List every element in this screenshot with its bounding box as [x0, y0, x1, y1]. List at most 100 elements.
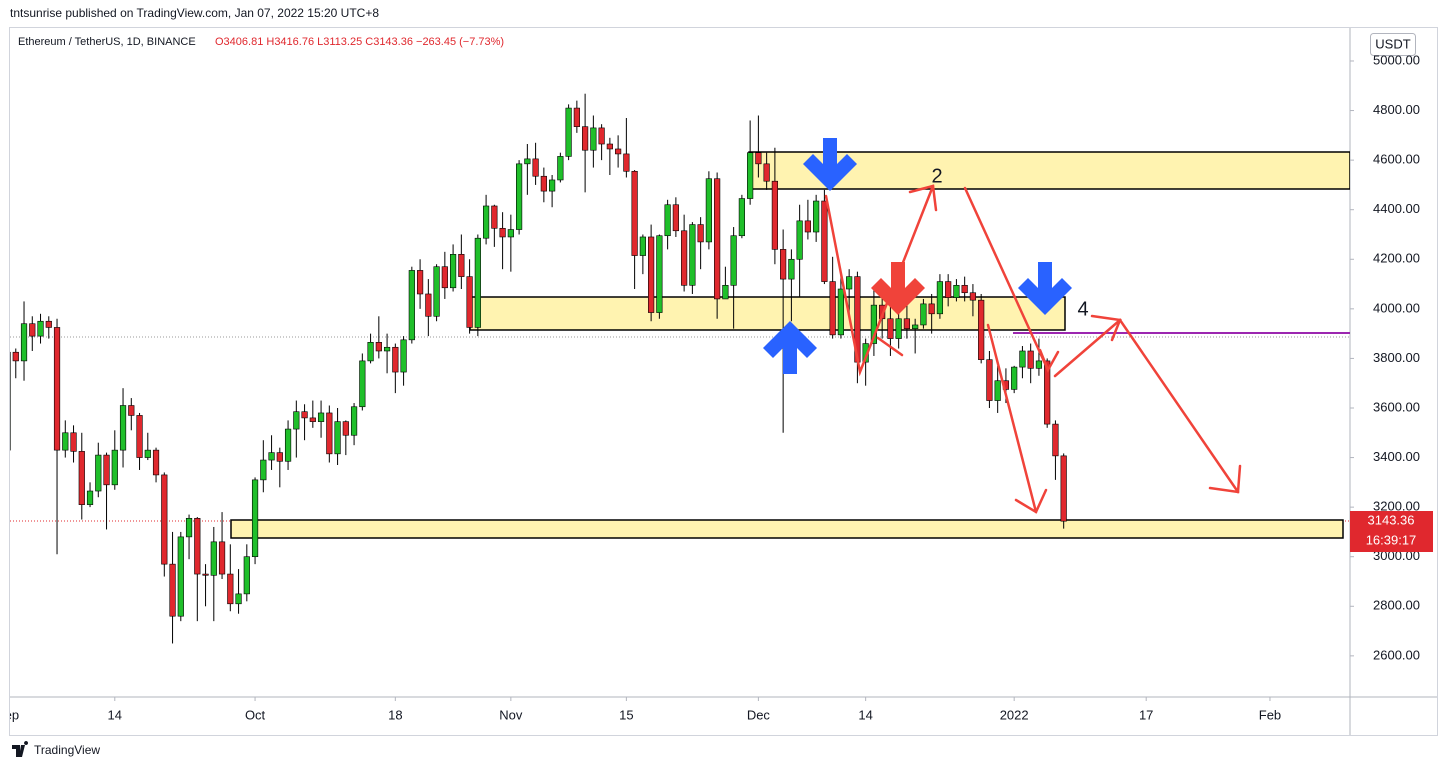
candle-body — [62, 432, 69, 451]
x-tick-label: Nov — [499, 707, 523, 722]
candle-body — [738, 198, 745, 237]
symbol-info: Ethereum / TetherUS, 1D, BINANCE — [18, 36, 196, 48]
x-tick-label: Dec — [747, 707, 771, 722]
candle-body — [573, 107, 580, 127]
plot-area: 2 4 — [10, 93, 1350, 644]
candles — [10, 93, 1067, 644]
path-arrow — [986, 323, 1038, 514]
candle-body — [623, 153, 630, 172]
y-tick-label: 2600.00 — [1373, 647, 1420, 662]
candle-body — [978, 299, 985, 360]
path-arrow — [1053, 318, 1240, 494]
candle-body — [350, 406, 358, 436]
candle-body — [342, 421, 349, 436]
candle-body — [796, 220, 803, 260]
candle-body — [177, 536, 184, 617]
candle-body — [771, 180, 778, 250]
candle-body — [383, 346, 391, 352]
candle-body — [986, 359, 993, 401]
candle-body — [449, 254, 457, 289]
candle-body — [846, 276, 853, 290]
footer-brand: TradingView — [34, 743, 100, 757]
y-tick-label: 3400.00 — [1373, 449, 1420, 464]
candle-body — [689, 224, 696, 286]
candle-body — [1027, 350, 1034, 369]
candle-body — [730, 235, 737, 286]
candle-body — [1044, 360, 1051, 425]
candle-body — [136, 415, 143, 458]
candle-body — [309, 417, 316, 422]
candle-body — [565, 107, 572, 157]
logo — [12, 741, 29, 757]
y-tick-label: 4200.00 — [1373, 251, 1420, 266]
candle-body — [491, 205, 498, 229]
y-tick-label: 2800.00 — [1373, 598, 1420, 613]
x-tick-label: Feb — [1259, 707, 1281, 722]
arrow-head — [1208, 464, 1242, 494]
candle-body — [870, 304, 878, 344]
candle-body — [53, 327, 61, 451]
candle-body — [499, 227, 506, 238]
candle-body — [20, 323, 28, 362]
candle-body — [648, 236, 655, 313]
candle-body — [235, 593, 242, 605]
candle-body — [722, 284, 729, 300]
candle-body — [95, 454, 102, 492]
candle-body — [433, 266, 440, 317]
x-tick-label: Oct — [245, 707, 266, 722]
candle-body — [466, 276, 473, 328]
candle-body — [111, 449, 118, 486]
y-tick-label: 5000.00 — [1373, 52, 1420, 67]
candle-body — [557, 156, 564, 181]
candle-body — [251, 479, 259, 558]
candle-body — [227, 573, 234, 605]
candle-body — [664, 204, 671, 237]
red-down-arrow — [871, 262, 925, 315]
candle-body — [144, 449, 151, 458]
candle-body — [994, 380, 1001, 401]
candle-body — [524, 158, 531, 165]
y-tick-label: 3600.00 — [1373, 399, 1420, 414]
candle-body — [301, 411, 308, 419]
arrow-head — [1090, 314, 1122, 342]
candle-body — [1060, 455, 1067, 522]
candle-body — [194, 517, 201, 575]
chart-frame — [9, 27, 1438, 736]
x-tick-label: 2022 — [1000, 707, 1029, 722]
candle-body — [359, 360, 366, 408]
candle-body — [532, 158, 539, 177]
candle-body — [10, 351, 11, 451]
zone-box — [469, 296, 1066, 331]
candle-body — [788, 258, 795, 280]
candle-body — [474, 237, 481, 328]
candle-body — [29, 323, 36, 337]
x-tick-label: Sep — [0, 707, 19, 722]
candle-body — [887, 318, 894, 339]
candle-body — [408, 270, 415, 341]
candle-body — [895, 318, 902, 339]
candle-body — [441, 266, 448, 289]
blue-arrows — [763, 138, 1072, 374]
y-tick-label: 4400.00 — [1373, 201, 1420, 216]
candle-body — [953, 284, 960, 298]
x-axis: Sep 14 Oct 18 Nov 15 Dec 14 2022 17 Feb — [0, 697, 1281, 722]
candle-body — [70, 432, 77, 452]
candle-body — [260, 459, 267, 481]
candle-body — [920, 303, 927, 326]
arrow-head — [1014, 488, 1048, 514]
candle-body — [763, 163, 770, 182]
candle-body — [821, 200, 828, 282]
candle-body — [128, 405, 135, 416]
y-tick-label: 4600.00 — [1373, 152, 1420, 167]
candle-body — [672, 204, 679, 232]
candle-body — [507, 229, 514, 238]
candle-body — [582, 126, 589, 151]
path-arrow — [963, 186, 1050, 372]
last-price: 3143.36 — [1368, 512, 1415, 527]
candle-body — [829, 281, 836, 336]
red-arrows — [824, 184, 1242, 514]
candle-body — [317, 412, 325, 422]
candle-body — [284, 428, 292, 462]
y-tick-label: 3200.00 — [1373, 499, 1420, 514]
